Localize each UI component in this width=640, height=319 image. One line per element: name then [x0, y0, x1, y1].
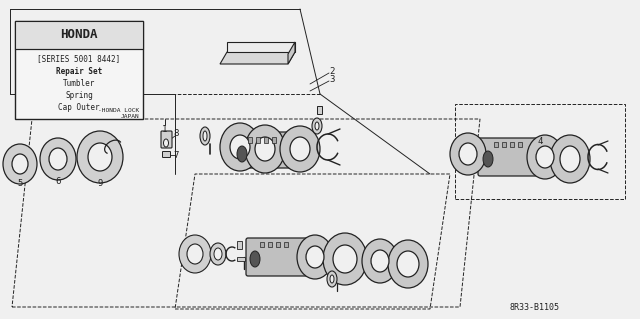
Ellipse shape [327, 271, 337, 287]
Text: 7: 7 [173, 151, 179, 160]
Ellipse shape [290, 137, 310, 161]
Ellipse shape [306, 246, 324, 268]
Text: Cap Outer: Cap Outer [58, 102, 100, 112]
Bar [284, 242, 288, 247]
Ellipse shape [255, 137, 275, 161]
Ellipse shape [450, 133, 486, 175]
Ellipse shape [187, 244, 203, 264]
Ellipse shape [312, 118, 322, 134]
Ellipse shape [77, 131, 123, 183]
Ellipse shape [371, 250, 389, 272]
Ellipse shape [560, 146, 580, 172]
Ellipse shape [483, 151, 493, 167]
Ellipse shape [459, 143, 477, 165]
Text: [SERIES 5001 8442]: [SERIES 5001 8442] [37, 55, 120, 63]
Text: 8R33-B1105: 8R33-B1105 [510, 302, 560, 311]
Text: 6: 6 [55, 176, 61, 186]
Ellipse shape [88, 143, 112, 171]
Ellipse shape [397, 251, 419, 277]
Ellipse shape [40, 138, 76, 180]
Bar [237, 241, 242, 249]
Text: Spring: Spring [65, 91, 93, 100]
Bar [502, 142, 506, 147]
Bar [276, 242, 280, 247]
Ellipse shape [49, 148, 67, 170]
Ellipse shape [179, 235, 211, 273]
Ellipse shape [214, 248, 222, 260]
Ellipse shape [333, 245, 357, 273]
Text: 8: 8 [173, 129, 179, 137]
Polygon shape [288, 42, 295, 64]
Bar [494, 142, 498, 147]
Ellipse shape [527, 135, 563, 179]
Text: 3: 3 [330, 75, 335, 84]
Bar [272, 137, 276, 143]
Ellipse shape [297, 235, 333, 279]
Ellipse shape [315, 122, 319, 130]
Text: HONDA: HONDA [60, 28, 98, 41]
FancyBboxPatch shape [15, 21, 143, 119]
Ellipse shape [203, 131, 207, 141]
Ellipse shape [12, 154, 28, 174]
Text: 9: 9 [97, 179, 102, 188]
Bar [260, 242, 264, 247]
Ellipse shape [362, 239, 398, 283]
Bar [256, 137, 260, 143]
FancyBboxPatch shape [161, 131, 172, 148]
Ellipse shape [3, 144, 37, 184]
Bar [15, 21, 143, 49]
Ellipse shape [550, 135, 590, 183]
Ellipse shape [330, 275, 334, 283]
Bar [268, 242, 272, 247]
Text: Repair Set: Repair Set [56, 66, 102, 76]
Ellipse shape [220, 123, 260, 171]
Ellipse shape [323, 233, 367, 285]
Ellipse shape [200, 127, 210, 145]
Text: 2: 2 [330, 66, 335, 76]
Ellipse shape [388, 240, 428, 288]
Ellipse shape [237, 146, 247, 162]
FancyBboxPatch shape [233, 132, 292, 168]
Ellipse shape [536, 146, 554, 168]
Polygon shape [227, 42, 295, 52]
Bar [518, 142, 522, 147]
Bar [264, 137, 268, 143]
Bar [248, 137, 252, 143]
Bar [510, 142, 514, 147]
FancyBboxPatch shape [163, 152, 170, 158]
Text: 4: 4 [538, 137, 543, 145]
FancyBboxPatch shape [478, 138, 537, 176]
Ellipse shape [210, 243, 226, 265]
Ellipse shape [230, 135, 250, 159]
Bar [237, 257, 245, 261]
Ellipse shape [245, 125, 285, 173]
Text: JAPAN: JAPAN [120, 115, 139, 120]
Text: 1: 1 [163, 124, 168, 133]
Text: Tumbler: Tumbler [63, 78, 95, 87]
FancyBboxPatch shape [246, 238, 308, 276]
Text: 5: 5 [17, 180, 22, 189]
Text: -HONDA LOCK: -HONDA LOCK [98, 108, 139, 114]
Ellipse shape [280, 126, 320, 172]
Bar [317, 106, 322, 114]
Polygon shape [220, 52, 295, 64]
Ellipse shape [250, 251, 260, 267]
Ellipse shape [163, 139, 168, 147]
